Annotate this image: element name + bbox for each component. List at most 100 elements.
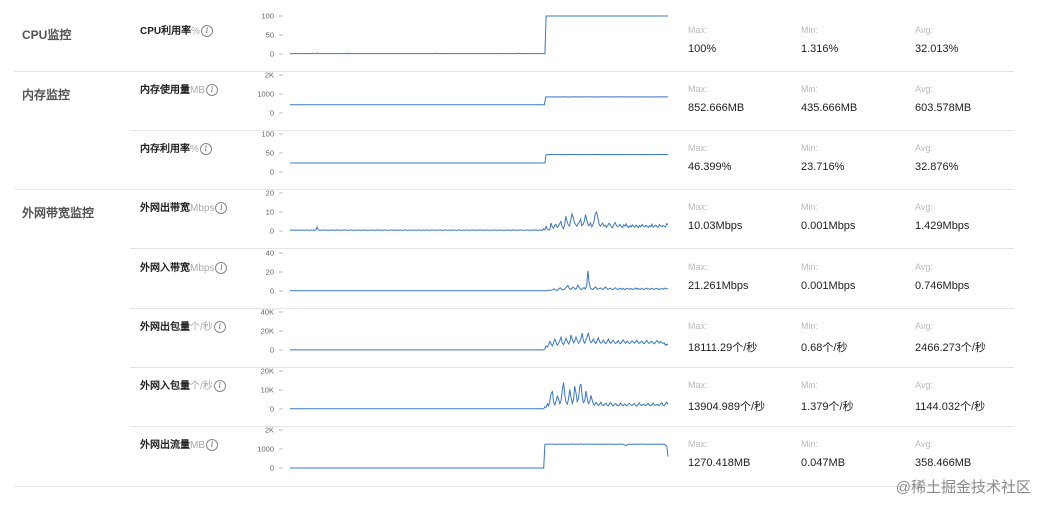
info-icon[interactable]: i bbox=[206, 84, 218, 97]
metric-label: 内存使用量MB i bbox=[140, 81, 218, 97]
metric-label: 内存利用率% i bbox=[140, 140, 212, 156]
metric-row: 内存利用率% i 100 50 0 Max: 46.399% Min: 23.716% Avg: 3… bbox=[0, 128, 1045, 187]
metric-label: 外网入包量个/秒 i bbox=[140, 377, 226, 393]
stat-label: Avg: bbox=[915, 25, 933, 35]
metric-unit: Mbps bbox=[190, 203, 215, 214]
stat-value: 10.03Mbps bbox=[688, 220, 743, 232]
stat-label: Max: bbox=[688, 321, 708, 331]
stat-max: Max: 21.261Mbps bbox=[688, 262, 798, 292]
stat-label: Max: bbox=[688, 380, 708, 390]
series-line bbox=[290, 15, 668, 55]
metric-name: 外网入包量 bbox=[140, 381, 190, 392]
stat-value: 23.716% bbox=[801, 161, 845, 173]
stat-avg: Avg: 603.578MB bbox=[915, 84, 1025, 114]
row-divider bbox=[130, 367, 1014, 368]
info-icon[interactable]: i bbox=[213, 380, 226, 393]
stat-label: Max: bbox=[688, 143, 708, 153]
metric-name: 外网出流量 bbox=[140, 440, 190, 451]
stat-label: Min: bbox=[801, 25, 819, 35]
stat-avg: Avg: 1.429Mbps bbox=[915, 202, 1025, 232]
metric-unit: Mbps bbox=[190, 263, 215, 274]
section-title-memory: 内存监控 bbox=[22, 88, 71, 102]
section-divider bbox=[14, 486, 1014, 487]
metric-name: CPU利用率 bbox=[140, 26, 192, 37]
stat-value: 21.261Mbps bbox=[688, 280, 749, 292]
metric-chart[interactable]: 20K 10K 0 bbox=[250, 367, 675, 417]
metric-row: 内存使用量MB i 2K 1000 0 Max: 852.666MB Min: 435.666M… bbox=[0, 69, 1045, 128]
metric-name: 外网出带宽 bbox=[140, 203, 190, 214]
info-icon[interactable]: i bbox=[213, 321, 226, 334]
metric-chart[interactable]: 40K 20K 0 bbox=[250, 308, 675, 358]
info-icon[interactable]: i bbox=[215, 262, 228, 275]
stat-value: 0.001Mbps bbox=[801, 280, 856, 292]
stat-label: Min: bbox=[801, 262, 819, 272]
y-tick-label: 0 bbox=[270, 464, 274, 473]
stat-min: Min: 1.379个/秒 bbox=[801, 380, 911, 414]
metric-unit: MB bbox=[190, 85, 205, 96]
metric-name: 外网出包量 bbox=[140, 322, 190, 333]
y-tick-label: 50 bbox=[266, 31, 274, 40]
stat-max: Max: 852.666MB bbox=[688, 84, 798, 114]
section-divider bbox=[14, 189, 1014, 190]
stat-avg: Avg: 358.466MB bbox=[915, 439, 1025, 469]
watermark: @稀土掘金技术社区 bbox=[895, 479, 1031, 496]
info-icon[interactable]: i bbox=[215, 202, 228, 215]
stat-avg: Avg: 2466.273个/秒 bbox=[915, 321, 1025, 355]
metric-chart[interactable]: 2K 1000 0 bbox=[250, 71, 675, 121]
stat-max: Max: 10.03Mbps bbox=[688, 202, 798, 232]
stat-value: 32.013% bbox=[915, 43, 959, 55]
stat-label: Avg: bbox=[915, 262, 933, 272]
y-tick-label: 1000 bbox=[257, 90, 274, 99]
row-divider bbox=[130, 308, 1014, 309]
series-line bbox=[289, 210, 669, 231]
info-icon[interactable]: i bbox=[206, 439, 218, 452]
y-tick-label: 0 bbox=[270, 405, 274, 414]
stat-label: Avg: bbox=[915, 143, 933, 153]
stat-max: Max: 18111.29个/秒 bbox=[688, 321, 798, 355]
metric-row: 外网出包量个/秒 i 40K 20K 0 Max: 18111.29个/秒 Min: 0.68个… bbox=[0, 306, 1045, 365]
stat-avg: Avg: 32.876% bbox=[915, 143, 1025, 173]
y-tick-label: 100 bbox=[261, 130, 274, 139]
series-line bbox=[290, 382, 669, 410]
stat-value: 1270.418MB bbox=[688, 457, 751, 469]
metric-chart[interactable]: 100 50 0 bbox=[250, 130, 675, 180]
series-line bbox=[290, 153, 669, 164]
stat-max: Max: 1270.418MB bbox=[688, 439, 798, 469]
y-tick-label: 20K bbox=[261, 367, 274, 376]
stat-min: Min: 1.316% bbox=[801, 25, 911, 55]
metric-label: 外网出带宽Mbps i bbox=[140, 199, 228, 215]
info-icon[interactable]: i bbox=[201, 25, 214, 38]
metric-chart[interactable]: 100 50 0 bbox=[250, 12, 675, 62]
stat-value: 2466.273个/秒 bbox=[915, 342, 986, 354]
info-icon[interactable]: i bbox=[199, 143, 212, 156]
metric-row: 外网出流量MB i 2K 1000 0 Max: 1270.418MB Min: 0.047MB… bbox=[0, 424, 1045, 483]
metric-chart[interactable]: 20 10 0 bbox=[250, 189, 675, 239]
stat-value: 0.001Mbps bbox=[801, 220, 856, 232]
metric-name: 外网入带宽 bbox=[140, 263, 190, 274]
stat-max: Max: 46.399% bbox=[688, 143, 798, 173]
metric-unit: % bbox=[190, 144, 199, 155]
stat-label: Max: bbox=[688, 262, 708, 272]
section-divider bbox=[14, 71, 1014, 72]
stat-value: 1.379个/秒 bbox=[801, 401, 854, 413]
metric-chart[interactable]: 40 20 0 bbox=[250, 249, 675, 299]
y-tick-label: 50 bbox=[266, 149, 274, 158]
stat-label: Max: bbox=[688, 25, 708, 35]
series-line bbox=[290, 270, 669, 292]
stat-value: 358.466MB bbox=[915, 457, 972, 469]
y-tick-label: 0 bbox=[270, 50, 274, 59]
stat-label: Min: bbox=[801, 439, 819, 449]
stat-value: 46.399% bbox=[688, 161, 732, 173]
metric-chart[interactable]: 2K 1000 0 bbox=[250, 426, 675, 476]
y-tick-label: 40 bbox=[266, 249, 274, 258]
stat-value: 1.316% bbox=[801, 43, 839, 55]
stat-avg: Avg: 0.746Mbps bbox=[915, 262, 1025, 292]
y-tick-label: 0 bbox=[270, 109, 274, 118]
series-line bbox=[290, 443, 669, 469]
y-tick-label: 100 bbox=[261, 12, 274, 21]
stat-value: 0.047MB bbox=[801, 457, 846, 469]
stat-label: Min: bbox=[801, 380, 819, 390]
metric-unit: MB bbox=[190, 440, 205, 451]
y-tick-label: 2K bbox=[265, 71, 274, 80]
y-tick-label: 40K bbox=[261, 308, 274, 317]
